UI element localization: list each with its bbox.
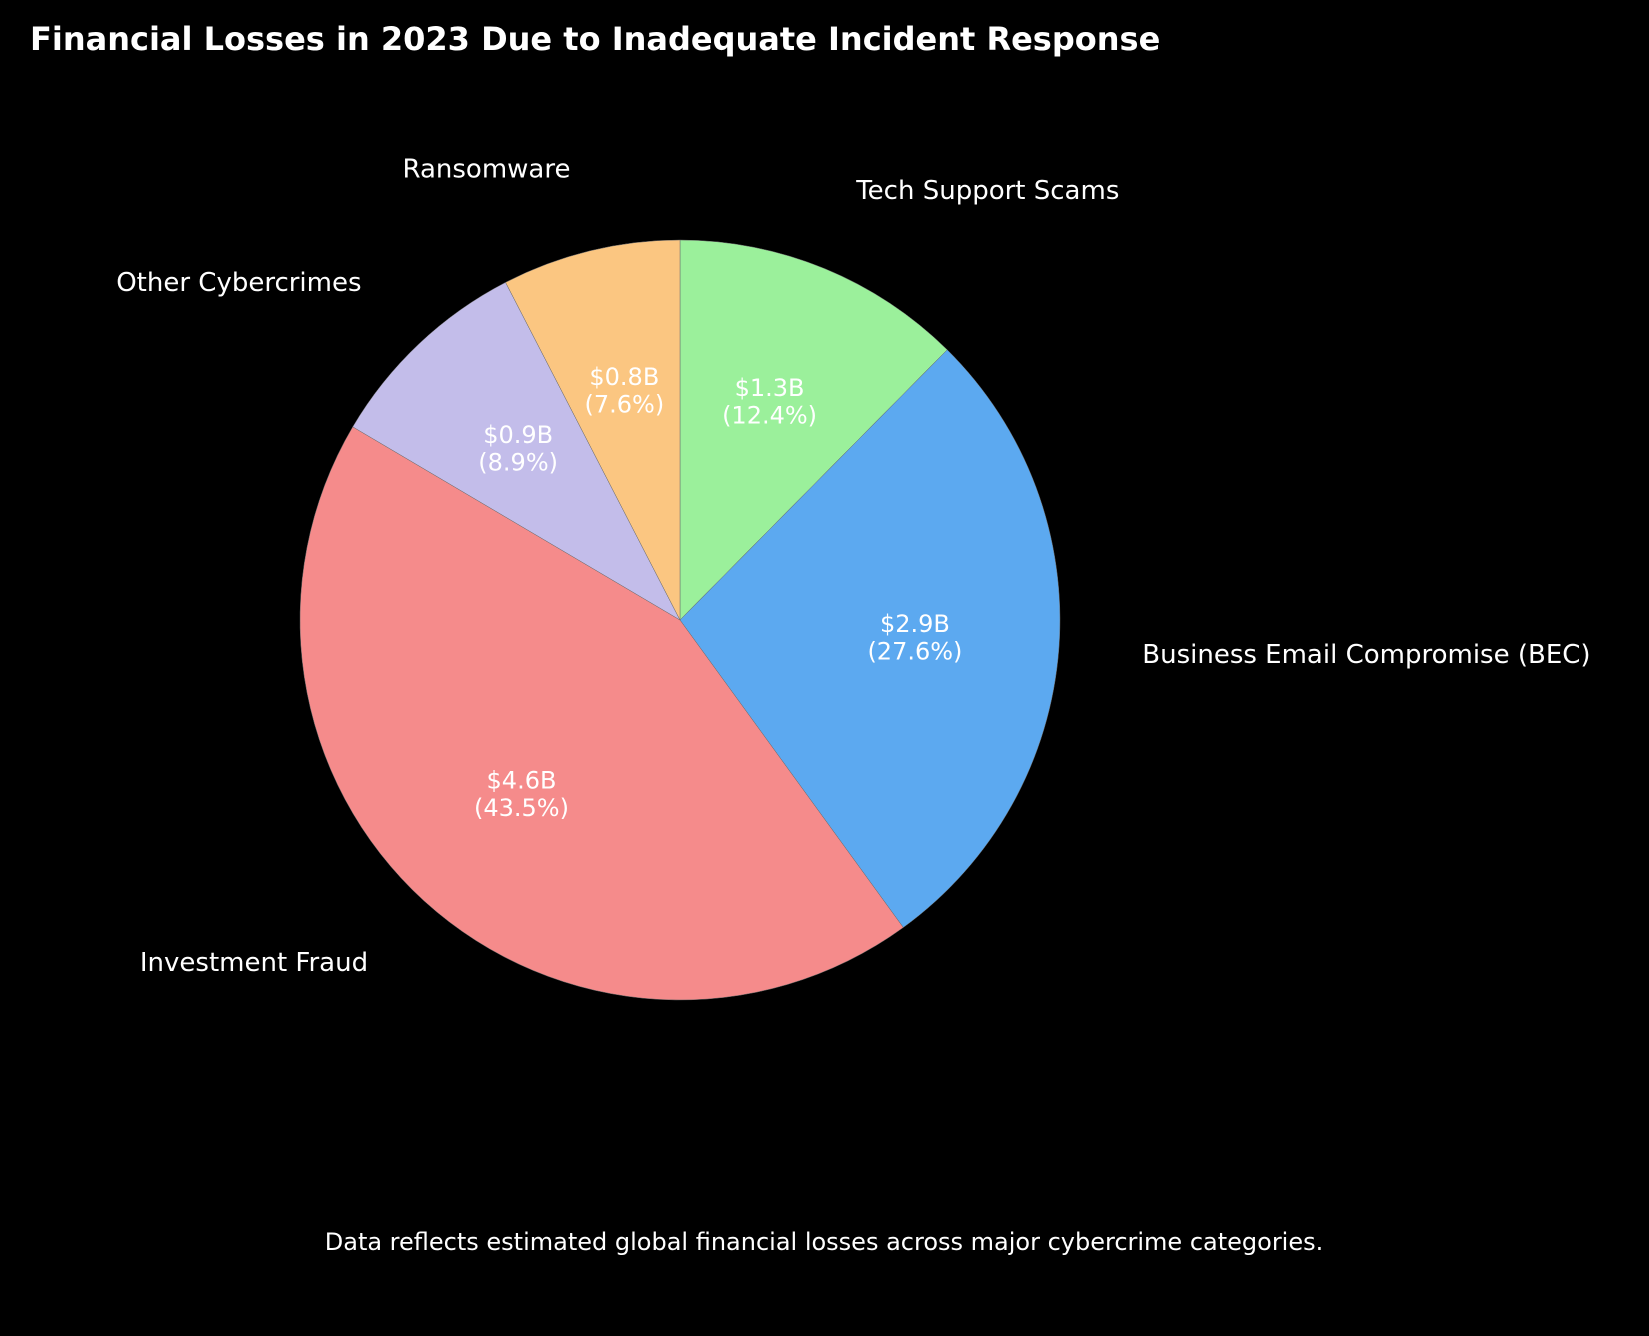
pie-chart: Financial Losses in 2023 Due to Inadequa… [0,0,1649,1336]
slice-value-label: $4.6B(43.5%) [474,766,569,822]
slice-pct-label: (27.6%) [867,637,962,665]
slice-pct-label: (43.5%) [474,794,569,822]
slice-value-label: $2.9B(27.6%) [867,610,962,666]
slice-value-label: $1.3B(12.4%) [722,374,817,430]
slice-category-label: Investment Fraud [140,948,368,978]
slice-pct-label: (8.9%) [478,448,558,476]
slice-category-label: Tech Support Scams [855,176,1119,206]
slice-value-label: $0.8B(7.6%) [584,363,664,419]
slice-category-label: Other Cybercrimes [116,268,361,298]
chart-caption: Data reflects estimated global financial… [325,1228,1324,1256]
chart-title: Financial Losses in 2023 Due to Inadequa… [30,20,1160,58]
chart-container: Financial Losses in 2023 Due to Inadequa… [0,0,1649,1336]
slice-value-label: $0.9B(8.9%) [478,421,558,477]
slice-category-label: Ransomware [402,155,570,185]
slice-category-label: Business Email Compromise (BEC) [1142,640,1590,670]
slice-pct-label: (12.4%) [722,402,817,430]
slice-pct-label: (7.6%) [584,391,664,419]
